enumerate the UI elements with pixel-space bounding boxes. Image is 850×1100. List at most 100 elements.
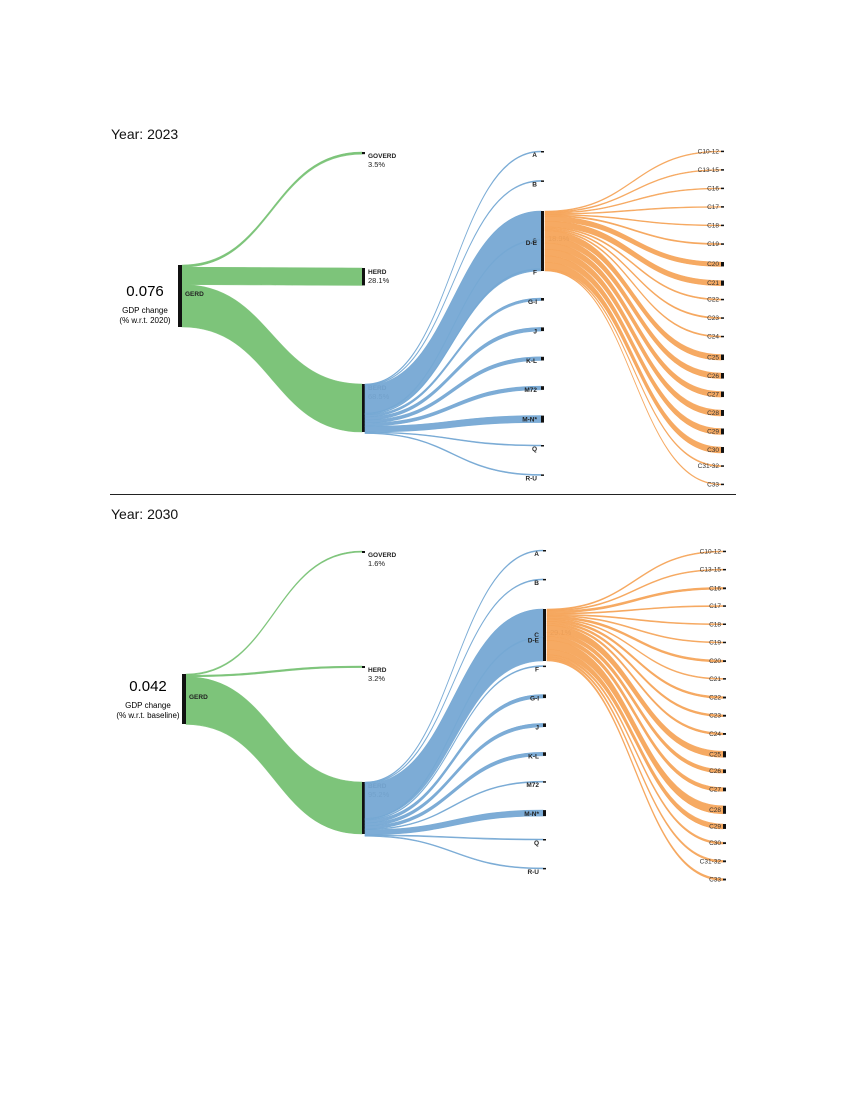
manufacturing-node <box>723 605 726 607</box>
manufacturing-node <box>721 169 724 171</box>
manufacturing-label: C18 <box>709 621 721 628</box>
manufacturing-node <box>723 878 726 881</box>
sankey-chart: 0.042 GDP change(% w.r.t. baseline) GOVERD… <box>116 548 726 884</box>
panel-divider <box>110 494 736 495</box>
sector-node <box>541 298 544 301</box>
sector-label: G-I <box>530 696 539 703</box>
sector-node <box>543 839 546 841</box>
manufacturing-label: C10-12 <box>698 148 720 155</box>
manufacturing-label: C23 <box>707 315 719 322</box>
sector-label: D-E <box>526 240 538 247</box>
manufacturing-node <box>721 391 724 398</box>
manufacturing-node <box>723 550 726 553</box>
flow-c-manufacturing <box>546 636 724 792</box>
flow-berd-sector <box>364 356 542 424</box>
herd-label: HERD <box>368 269 387 276</box>
sector-node <box>543 609 546 661</box>
manufacturing-label: C18 <box>707 222 719 229</box>
manufacturing-node <box>723 641 726 644</box>
manufacturing-node <box>723 678 726 680</box>
manufacturing-node <box>721 354 724 361</box>
flow-c-manufacturing <box>546 587 724 614</box>
goverd-pct: 1.6% <box>368 559 385 568</box>
sector-label: M72 <box>524 387 537 394</box>
sector-label: D-E <box>528 638 540 645</box>
sector-label: Q <box>532 446 537 453</box>
sector-node <box>541 474 544 476</box>
manufacturing-label: C33 <box>707 481 719 488</box>
flow-c-manufacturing <box>544 169 722 213</box>
sector-node <box>543 694 546 699</box>
manufacturing-label: C16 <box>709 585 721 592</box>
sector-node <box>543 867 546 870</box>
manufacturing-label: C30 <box>707 447 719 454</box>
manufacturing-label: C28 <box>707 410 719 417</box>
sector-label: M-N* <box>522 417 537 424</box>
sector-node <box>541 327 544 332</box>
goverd-label: GOVERD <box>368 153 396 160</box>
manufacturing-label: C21 <box>709 676 721 683</box>
flow-c-manufacturing <box>544 262 722 454</box>
gdp-label: GDP change <box>122 306 168 315</box>
flow-berd-sector <box>364 327 542 421</box>
manufacturing-node <box>721 373 724 379</box>
manufacturing-label: C33 <box>709 877 721 884</box>
manufacturing-node <box>723 623 726 626</box>
flow-berd-sector <box>364 180 542 386</box>
manufacturing-label: C22 <box>709 695 721 702</box>
manufacturing-label: C17 <box>707 204 719 211</box>
manufacturing-node <box>723 660 726 663</box>
flow-c-manufacturing <box>546 656 724 863</box>
sector-label: J <box>533 328 537 335</box>
gdp-label-unit: (% w.r.t. baseline) <box>116 711 179 720</box>
manufacturing-node <box>723 860 726 863</box>
sector-label: B <box>532 181 537 188</box>
manufacturing-label: C23 <box>709 713 721 720</box>
flow-berd-sector <box>364 385 542 427</box>
sector-node <box>543 578 546 581</box>
sector-node <box>541 211 544 271</box>
sector-node <box>543 550 546 552</box>
manufacturing-node <box>721 447 724 453</box>
manufacturing-node <box>721 150 724 153</box>
manufacturing-label: C31-32 <box>698 463 720 470</box>
herd-pct: 3.2% <box>368 674 385 683</box>
sector-label: Q <box>534 840 539 847</box>
manufacturing-node <box>721 262 724 267</box>
flow-c-manufacturing <box>544 230 722 361</box>
manufacturing-label: C27 <box>707 391 719 398</box>
manufacturing-label: C13-15 <box>700 567 722 574</box>
flow-gerd-herd <box>181 266 363 286</box>
manufacturing-node <box>721 428 724 435</box>
manufacturing-label: C10-12 <box>700 548 722 555</box>
sector-label: A <box>534 551 539 558</box>
manufacturing-node <box>721 335 724 338</box>
sector-node <box>543 665 546 668</box>
manufacturing-node <box>723 769 726 774</box>
sector-label: A <box>532 152 537 159</box>
manufacturing-label: C13-15 <box>698 167 720 174</box>
manufacturing-label: C21 <box>707 280 719 287</box>
sector-label: M-N* <box>524 811 539 818</box>
flow-c-manufacturing <box>544 269 722 486</box>
herd-node <box>362 666 365 668</box>
manufacturing-node <box>723 751 726 758</box>
sector-label: R-U <box>525 475 537 482</box>
manufacturing-node <box>721 224 724 227</box>
herd-node <box>362 268 365 286</box>
goverd-label: GOVERD <box>368 552 396 559</box>
goverd-pct: 3.5% <box>368 160 385 169</box>
chart-title: Year: 2023 <box>111 126 179 142</box>
gerd-label: GERD <box>185 291 204 298</box>
manufacturing-label: C19 <box>707 241 719 248</box>
gdp-label-unit: (% w.r.t. 2020) <box>119 316 170 325</box>
manufacturing-label: C28 <box>709 807 721 814</box>
manufacturing-label: C29 <box>709 823 721 830</box>
sector-label: M72 <box>526 782 539 789</box>
sector-node <box>541 239 544 241</box>
flow-gerd-herd <box>185 665 363 678</box>
sector-node <box>541 356 544 361</box>
flow-berd-sector <box>364 835 544 870</box>
sector-node <box>541 415 544 423</box>
manufacturing-node <box>721 410 724 416</box>
